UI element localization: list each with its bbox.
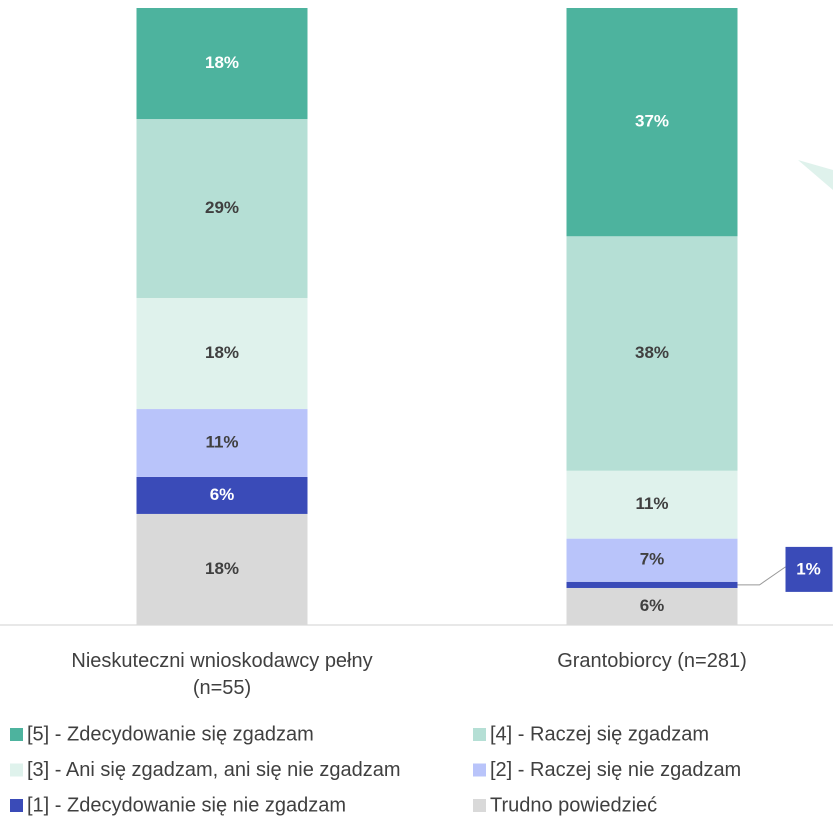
data-label: 11% bbox=[205, 432, 238, 451]
bar-segment bbox=[566, 587, 738, 625]
data-label: 29% bbox=[205, 198, 239, 217]
bar-segment bbox=[566, 470, 738, 539]
data-label: 37% bbox=[635, 112, 669, 131]
legend-label: [5] - Zdecydowanie się zgadzam bbox=[27, 723, 314, 745]
data-label: 18% bbox=[205, 53, 239, 72]
data-label: 38% bbox=[635, 343, 669, 362]
bar-segment bbox=[136, 8, 308, 120]
legend-swatch bbox=[10, 763, 23, 777]
x-tick-label: Grantobiorcy (n=281) bbox=[557, 650, 747, 672]
x-label-box: Nieskuteczni wnioskodawcy pełny (n=55) bbox=[71, 650, 373, 699]
legend-label: Trudno powiedzieć bbox=[490, 794, 657, 816]
callout-box bbox=[785, 546, 833, 592]
bar-segment bbox=[136, 476, 308, 514]
bar-segment bbox=[566, 581, 738, 588]
bar-segment bbox=[566, 8, 738, 237]
bar-segment bbox=[136, 119, 308, 298]
data-label: 18% bbox=[205, 559, 239, 578]
bar-segment bbox=[136, 513, 308, 625]
legend-label: [1] - Zdecydowanie się nie zgadzam bbox=[27, 794, 346, 816]
data-label: 6% bbox=[640, 596, 665, 615]
data-label: 7% bbox=[640, 550, 665, 569]
legend-swatch bbox=[473, 763, 486, 777]
legend-swatch bbox=[10, 799, 23, 812]
legend-label: [4] - Raczej się zgadzam bbox=[490, 723, 709, 745]
x-label-box: Grantobiorcy (n=281) bbox=[557, 650, 747, 672]
data-label: 11% bbox=[635, 494, 668, 513]
data-label: 6% bbox=[210, 485, 235, 504]
data-label: 18% bbox=[205, 343, 239, 362]
bar-segment bbox=[566, 538, 738, 582]
bar-segment bbox=[566, 236, 738, 471]
x-tick-label: Nieskuteczni wnioskodawcy pełny (n=55) bbox=[71, 650, 373, 699]
legend-label: [2] - Raczej się nie zgadzam bbox=[490, 759, 741, 781]
legend-swatch bbox=[10, 728, 23, 741]
legend-swatch bbox=[473, 728, 486, 741]
bar-segment bbox=[136, 297, 308, 410]
data-label: 1% bbox=[796, 559, 821, 578]
bar-segment bbox=[136, 409, 308, 477]
decoration bbox=[798, 160, 833, 190]
legend-swatch bbox=[473, 799, 486, 812]
leader-line bbox=[737, 566, 786, 586]
legend-label: [3] - Ani się zgadzam, ani się nie zgadz… bbox=[27, 759, 401, 781]
